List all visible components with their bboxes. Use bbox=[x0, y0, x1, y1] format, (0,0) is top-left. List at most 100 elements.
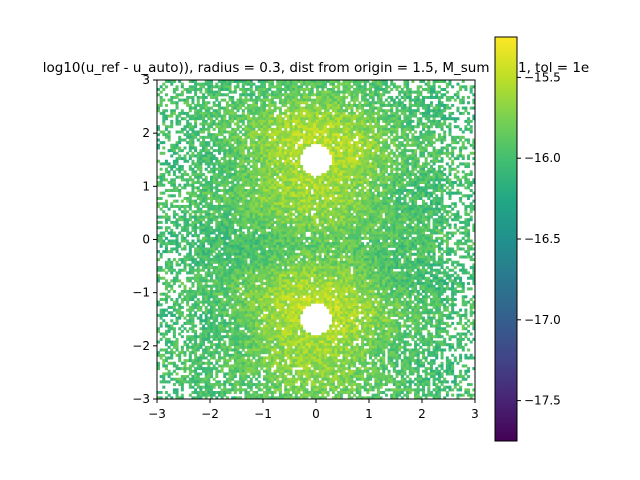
heatmap-cell bbox=[316, 85, 319, 89]
heatmap-cell bbox=[387, 119, 391, 123]
heatmap-cell bbox=[223, 127, 227, 131]
heatmap-cell bbox=[281, 178, 285, 182]
heatmap-cell bbox=[414, 212, 418, 216]
heatmap-cell bbox=[461, 183, 465, 187]
heatmap-cell bbox=[281, 122, 285, 126]
heatmap-cell bbox=[263, 135, 266, 139]
heatmap-cell bbox=[384, 183, 388, 187]
heatmap-cell bbox=[260, 178, 264, 182]
heatmap-cell bbox=[337, 87, 341, 91]
heatmap-cell bbox=[225, 149, 229, 153]
heatmap-cell bbox=[339, 117, 343, 121]
heatmap-cell bbox=[398, 212, 402, 216]
heatmap-cell bbox=[257, 141, 261, 145]
heatmap-cell bbox=[350, 109, 354, 113]
heatmap-cell bbox=[456, 117, 460, 121]
heatmap-cell bbox=[172, 90, 176, 94]
heatmap-cell bbox=[318, 119, 322, 123]
heatmap-cell bbox=[302, 117, 306, 121]
heatmap-cell bbox=[395, 207, 399, 211]
heatmap-cell bbox=[440, 157, 444, 161]
heatmap-cell bbox=[215, 90, 219, 94]
heatmap-cell bbox=[157, 159, 160, 163]
heatmap-cell bbox=[456, 170, 460, 174]
heatmap-cell bbox=[170, 95, 174, 99]
heatmap-cell bbox=[194, 162, 198, 166]
heatmap-cell bbox=[263, 220, 266, 224]
heatmap-cell bbox=[241, 173, 245, 177]
heatmap-cell bbox=[347, 170, 351, 174]
heatmap-cell bbox=[453, 191, 457, 195]
heatmap-cell bbox=[316, 87, 319, 91]
heatmap-cell bbox=[326, 103, 330, 107]
heatmap-cell bbox=[392, 119, 396, 123]
heatmap-cell bbox=[305, 111, 309, 115]
heatmap-cell bbox=[249, 223, 253, 227]
heatmap-cell bbox=[268, 157, 272, 161]
heatmap-cell bbox=[207, 162, 211, 166]
heatmap-cell bbox=[204, 135, 208, 139]
heatmap-cell bbox=[202, 111, 206, 115]
heatmap-cell bbox=[257, 138, 261, 142]
heatmap-cell bbox=[382, 178, 386, 182]
heatmap-cell bbox=[374, 175, 378, 179]
heatmap-cell bbox=[374, 111, 378, 115]
heatmap-cell bbox=[178, 135, 182, 139]
heatmap-cell bbox=[278, 82, 282, 86]
heatmap-cell bbox=[382, 101, 386, 105]
heatmap-cell bbox=[159, 178, 163, 182]
heatmap-cell bbox=[437, 122, 441, 126]
heatmap-cell bbox=[178, 146, 182, 150]
heatmap-cell bbox=[347, 199, 351, 203]
heatmap-cell bbox=[231, 119, 235, 123]
heatmap-cell bbox=[355, 220, 359, 224]
heatmap-cell bbox=[297, 80, 301, 84]
heatmap-cell bbox=[172, 149, 176, 153]
heatmap-cell bbox=[437, 181, 441, 185]
heatmap-cell bbox=[199, 109, 203, 113]
heatmap-cell bbox=[180, 178, 184, 182]
heatmap-cell bbox=[289, 133, 293, 137]
heatmap-cell bbox=[337, 167, 341, 171]
heatmap-cell bbox=[371, 141, 375, 145]
heatmap-cell bbox=[339, 154, 343, 158]
heatmap-cell bbox=[361, 146, 365, 150]
heatmap-cell bbox=[202, 130, 206, 134]
heatmap-cell bbox=[424, 146, 428, 150]
heatmap-cell bbox=[469, 181, 473, 185]
heatmap-cell bbox=[270, 93, 274, 97]
heatmap-cell bbox=[164, 117, 168, 121]
heatmap-cell bbox=[416, 175, 420, 179]
heatmap-cell bbox=[384, 157, 388, 161]
heatmap-cell bbox=[202, 85, 206, 89]
heatmap-cell bbox=[263, 196, 266, 200]
heatmap-cell bbox=[268, 154, 272, 158]
heatmap-cell bbox=[297, 98, 301, 102]
heatmap-cell bbox=[435, 199, 439, 203]
heatmap-cell bbox=[448, 133, 452, 137]
heatmap-cell bbox=[316, 223, 319, 227]
heatmap-cell bbox=[220, 85, 224, 89]
heatmap-cell bbox=[321, 111, 325, 115]
heatmap-cell bbox=[353, 204, 357, 208]
heatmap-cell bbox=[427, 133, 431, 137]
heatmap-cell bbox=[321, 133, 325, 137]
heatmap-cell bbox=[273, 141, 277, 145]
heatmap-cell bbox=[265, 154, 269, 158]
heatmap-cell bbox=[424, 111, 428, 115]
heatmap-cell bbox=[422, 170, 425, 174]
heatmap-cell bbox=[159, 85, 163, 89]
heatmap-cell bbox=[366, 215, 370, 219]
heatmap-cell bbox=[215, 122, 219, 126]
heatmap-cell bbox=[337, 159, 341, 163]
heatmap-cell bbox=[323, 194, 327, 198]
heatmap-cell bbox=[199, 226, 203, 230]
heatmap-cell bbox=[157, 93, 160, 97]
heatmap-cell bbox=[270, 122, 274, 126]
heatmap-cell bbox=[294, 175, 298, 179]
heatmap-cell bbox=[286, 183, 290, 187]
heatmap-cell bbox=[220, 119, 224, 123]
heatmap-cell bbox=[178, 175, 182, 179]
heatmap-cell bbox=[345, 226, 349, 230]
heatmap-cell bbox=[207, 186, 211, 190]
